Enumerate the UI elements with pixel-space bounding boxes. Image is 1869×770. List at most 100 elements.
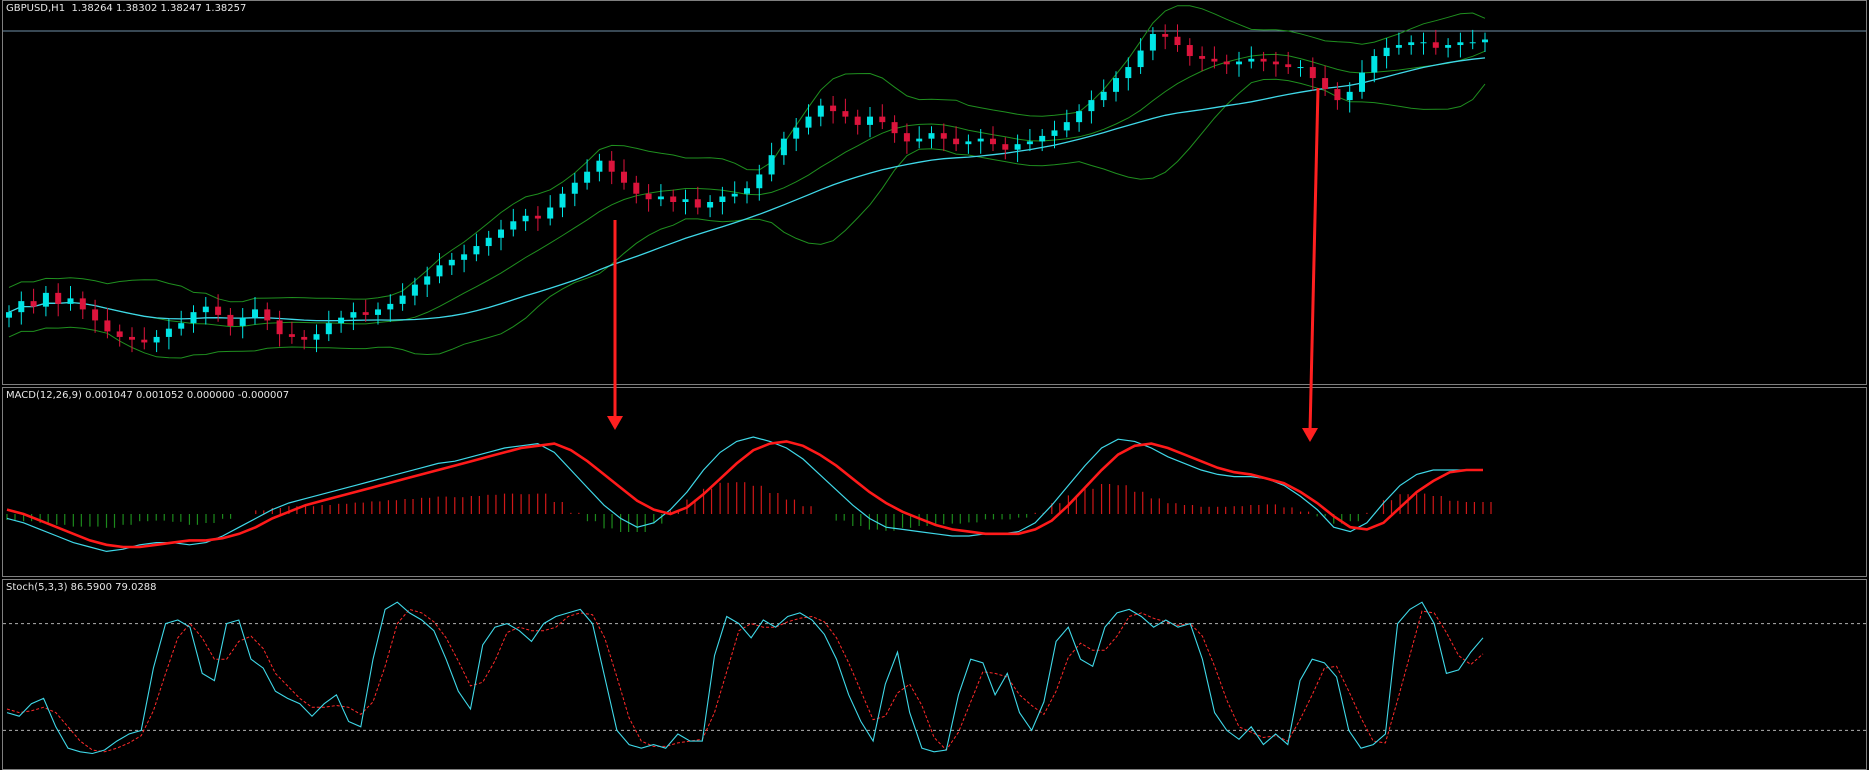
- candle-bullish: [1469, 42, 1476, 44]
- candle-bullish: [928, 133, 935, 139]
- candle-bullish: [1100, 91, 1107, 101]
- candle-bullish: [1445, 45, 1452, 48]
- candle-bullish: [867, 116, 873, 125]
- candle-bearish: [891, 122, 898, 134]
- candle-bullish: [153, 336, 160, 343]
- price-chart-svg: [3, 5, 1866, 359]
- candle-bearish: [940, 133, 947, 139]
- candle-bearish: [227, 314, 234, 326]
- candle-bullish: [1137, 50, 1144, 68]
- macd-pane[interactable]: MACD(12,26,9) 0.001047 0.001052 0.000000…: [2, 387, 1867, 577]
- candle-bullish: [313, 334, 320, 340]
- candle-bullish: [190, 312, 197, 324]
- candle-bearish: [1322, 78, 1329, 90]
- candle-bullish: [1457, 42, 1464, 46]
- candle-bullish: [547, 207, 554, 219]
- candle-bearish: [264, 309, 271, 321]
- candle-bullish: [411, 284, 418, 296]
- candle-bearish: [903, 133, 910, 142]
- price-chart-pane[interactable]: GBPUSD,H1 1.38264 1.38302 1.38247 1.3825…: [2, 0, 1867, 385]
- candle-bullish: [744, 188, 750, 194]
- candle-bullish: [42, 292, 49, 307]
- candle-bearish: [1174, 36, 1181, 46]
- stochastic-signal-line: [6, 608, 1484, 753]
- candle-bullish: [448, 259, 455, 266]
- stochastic-label: Stoch(5,3,3) 86.5900 79.0288: [6, 582, 157, 593]
- candle-bearish: [104, 320, 111, 332]
- candle-bullish: [965, 141, 972, 145]
- candle-bearish: [1260, 58, 1267, 62]
- candle-bearish: [879, 116, 886, 123]
- candle-bullish: [424, 276, 431, 285]
- candle-bullish: [731, 193, 738, 197]
- candle-bearish: [1211, 58, 1218, 62]
- candle-bullish: [485, 237, 492, 247]
- candle-bearish: [1199, 56, 1206, 59]
- candle-bullish: [707, 202, 714, 208]
- candle-bearish: [1285, 64, 1292, 68]
- candle-bearish: [645, 193, 652, 200]
- candle-bullish: [1051, 130, 1058, 136]
- candle-bearish: [79, 298, 86, 310]
- candle-bearish: [633, 182, 640, 194]
- candle-bearish: [215, 306, 222, 315]
- macd-label: MACD(12,26,9) 0.001047 0.001052 0.000000…: [6, 390, 290, 401]
- candle-bullish: [1113, 78, 1119, 92]
- candle-bearish: [1223, 61, 1230, 65]
- candle-bullish: [756, 174, 763, 189]
- candle-bullish: [1039, 135, 1046, 142]
- candle-bullish: [436, 265, 443, 277]
- candle-bearish: [288, 334, 295, 337]
- candle-bullish: [805, 116, 812, 128]
- candle-bullish: [399, 295, 406, 304]
- candle-bearish: [1309, 67, 1316, 79]
- candle-bullish: [1026, 141, 1033, 145]
- candle-bullish: [202, 306, 209, 313]
- candle-bearish: [830, 105, 837, 112]
- candle-bearish: [362, 312, 369, 315]
- symbol-quote-label: GBPUSD,H1 1.38264 1.38302 1.38247 1.3825…: [6, 3, 246, 14]
- macd-chart-svg: [6, 436, 1492, 553]
- candle-bullish: [1482, 39, 1488, 43]
- candle-bearish: [1432, 42, 1439, 48]
- candle-bullish: [1395, 45, 1402, 48]
- candle-bearish: [301, 336, 308, 340]
- candle-bullish: [473, 246, 480, 255]
- symbol-label: GBPUSD,H1: [6, 3, 66, 14]
- candle-bearish: [990, 138, 996, 145]
- candle-bullish: [350, 312, 357, 318]
- candle-bearish: [953, 138, 960, 145]
- macd-main-line: [6, 436, 1483, 553]
- candle-bearish: [1162, 34, 1169, 37]
- candle-bullish: [1408, 42, 1415, 46]
- macd-signal-line: [6, 440, 1483, 549]
- bollinger-upper-band: [8, 5, 1486, 303]
- candle-bearish: [55, 292, 62, 304]
- candle-bearish: [608, 160, 615, 172]
- candle-bullish: [1297, 67, 1304, 69]
- candle-bullish: [1420, 42, 1427, 44]
- stochastic-pane[interactable]: Stoch(5,3,3) 86.5900 79.0288: [2, 579, 1867, 770]
- candle-bearish: [854, 116, 861, 125]
- candle-bearish: [141, 339, 148, 343]
- candle-bullish: [1346, 91, 1353, 101]
- candle-bullish: [1063, 122, 1070, 131]
- candle-bullish: [1149, 34, 1156, 51]
- candle-bullish: [682, 199, 689, 202]
- candle-bullish: [1248, 58, 1255, 62]
- candle-bullish: [596, 160, 603, 172]
- candle-bullish: [1014, 144, 1021, 150]
- candle-bearish: [129, 336, 135, 340]
- candle-bullish: [1359, 72, 1365, 92]
- candle-bearish: [621, 171, 627, 183]
- candle-bullish: [780, 138, 787, 156]
- candle-bullish: [67, 298, 74, 304]
- candle-bullish: [719, 196, 726, 202]
- candle-bullish: [239, 317, 246, 326]
- stochastic-chart-svg: [3, 601, 1866, 755]
- candle-bullish: [916, 138, 923, 142]
- candle-bearish: [276, 320, 283, 335]
- candle-bearish: [116, 331, 123, 337]
- candle-bullish: [1236, 61, 1242, 65]
- candle-bullish: [510, 221, 517, 230]
